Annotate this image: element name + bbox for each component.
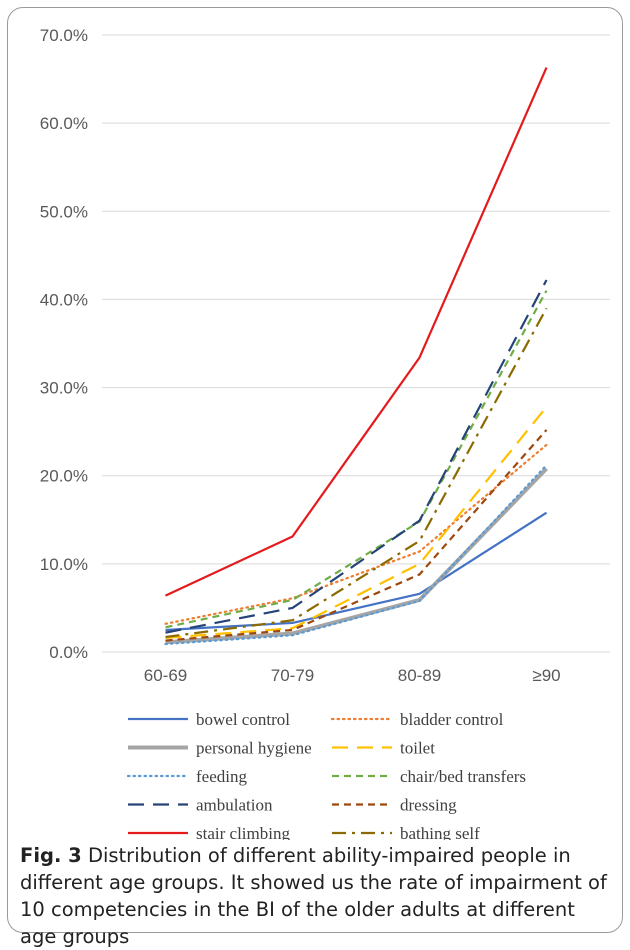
- x-tick-label: 80-89: [398, 666, 441, 685]
- series-line: [165, 467, 548, 645]
- x-tick-label: ≥90: [532, 666, 560, 685]
- y-axis: 0.0% 10.0% 20.0% 30.0% 40.0% 50.0% 60.0% 70.0%: [40, 26, 88, 662]
- legend-label: stair climbing: [196, 824, 290, 840]
- series-lines: [164, 67, 548, 646]
- caption-text: Distribution of different ability-impair…: [20, 844, 607, 948]
- series-line: [165, 429, 548, 642]
- series-line: [165, 67, 548, 597]
- legend-label: dressing: [400, 796, 457, 815]
- x-tick-label: 60-69: [144, 666, 187, 685]
- caption-label: Fig. 3: [20, 844, 82, 867]
- y-tick-label: 60.0%: [40, 114, 88, 133]
- legend-label: personal hygiene: [196, 739, 312, 758]
- legend-label: bladder control: [400, 710, 504, 729]
- y-tick-label: 40.0%: [40, 290, 88, 309]
- grid: [102, 34, 610, 653]
- series-line: [165, 307, 548, 639]
- legend-label: bowel control: [196, 710, 290, 729]
- legend-label: chair/bed transfers: [400, 767, 526, 786]
- y-tick-label: 20.0%: [40, 467, 88, 486]
- y-tick-label: 0.0%: [49, 643, 88, 662]
- y-tick-label: 10.0%: [40, 555, 88, 574]
- series-line: [165, 511, 548, 632]
- legend-label: bathing self: [400, 824, 480, 840]
- series-line: [165, 406, 548, 639]
- x-axis: 60-69 70-79 80-89 ≥90: [144, 666, 561, 685]
- figure-frame: [7, 7, 623, 933]
- line-chart: 0.0%10.0%20.0%30.0%40.0%50.0%60.0%70.0% …: [40, 26, 610, 840]
- series-line: [165, 279, 548, 634]
- series-line: [165, 290, 548, 629]
- legend: bowel control bladder control personal hyg…: [126, 710, 526, 840]
- x-tick-label: 70-79: [271, 666, 314, 685]
- y-tick-label: 70.0%: [40, 26, 88, 45]
- y-tick-label: 30.0%: [40, 379, 88, 398]
- series-line: [164, 464, 548, 646]
- y-tick-label: 50.0%: [40, 202, 88, 221]
- legend-label: ambulation: [196, 796, 273, 815]
- series-line: [164, 443, 548, 625]
- legend-label: toilet: [400, 739, 435, 758]
- legend-label: feeding: [196, 767, 247, 786]
- figure-caption: Fig. 3 Distribution of different ability…: [20, 842, 612, 950]
